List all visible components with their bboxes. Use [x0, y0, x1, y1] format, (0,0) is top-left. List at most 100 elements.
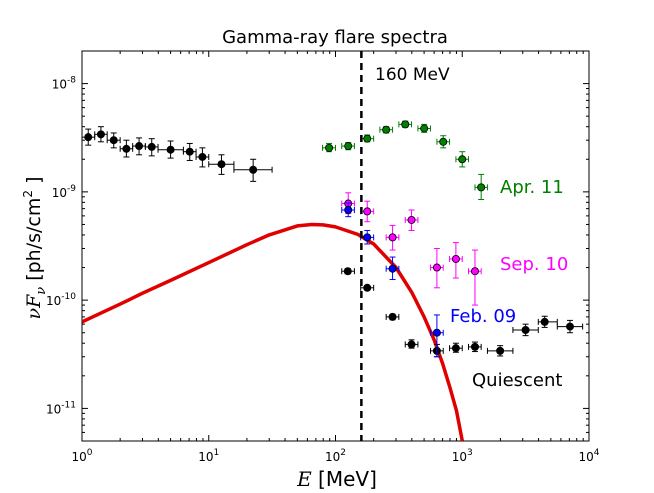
data-point: [360, 229, 375, 245]
x-tick-label: 103: [452, 448, 473, 464]
series-feb09: [341, 202, 444, 358]
data-marker: [432, 328, 441, 337]
data-point: [94, 126, 108, 143]
data-marker: [420, 124, 429, 133]
data-point: [385, 224, 400, 251]
data-point: [486, 345, 514, 357]
data-point: [512, 323, 539, 337]
data-point: [233, 158, 273, 182]
data-marker: [407, 340, 416, 349]
data-point: [417, 123, 432, 133]
data-marker: [439, 137, 448, 146]
data-marker: [185, 147, 194, 156]
data-point: [208, 154, 235, 175]
legend-quiescent: Quiescent: [472, 370, 562, 391]
data-marker: [363, 283, 372, 292]
data-point: [341, 142, 355, 151]
legend-feb09: Feb. 09: [450, 306, 516, 327]
data-marker: [147, 142, 156, 151]
axis-ticks: 100 101 102 103 104 10-8 10-9 10-10 10-11: [46, 51, 600, 464]
legend-apr11: Apr. 11: [500, 177, 564, 198]
data-point: [144, 138, 159, 157]
data-point: [81, 128, 96, 146]
y-tick-label: 10-8: [52, 76, 77, 92]
data-marker: [496, 346, 505, 355]
data-marker: [458, 155, 467, 164]
data-point: [449, 242, 463, 279]
data-marker: [96, 130, 105, 139]
data-points-layer: [81, 120, 584, 358]
data-marker: [521, 325, 530, 334]
data-point: [430, 247, 444, 289]
data-marker: [249, 165, 258, 174]
data-marker: [363, 134, 372, 143]
data-point: [360, 200, 375, 223]
model-curve: [82, 222, 465, 441]
y-axis-label: νFν [ph/s/cm2 ]: [21, 177, 49, 320]
data-marker: [217, 160, 226, 169]
data-marker: [470, 342, 479, 351]
data-point: [455, 151, 469, 168]
data-point: [157, 140, 184, 159]
data-marker: [388, 233, 397, 242]
data-point: [537, 315, 558, 328]
data-point: [385, 312, 400, 321]
data-point: [449, 342, 463, 353]
model-curve-layer: [82, 222, 465, 441]
data-marker: [325, 143, 334, 152]
x-axis-label: E [MeV]: [296, 467, 377, 491]
data-marker: [198, 152, 207, 161]
data-marker: [109, 136, 118, 145]
data-marker: [344, 205, 353, 214]
y-tick-label: 10-11: [46, 400, 76, 416]
data-point: [322, 142, 336, 153]
data-marker: [344, 142, 353, 151]
data-marker: [363, 233, 372, 242]
data-point: [436, 135, 451, 149]
data-point: [385, 256, 400, 281]
data-point: [360, 283, 375, 292]
data-marker: [432, 263, 441, 272]
data-marker: [382, 125, 391, 134]
data-point: [195, 147, 210, 168]
data-point: [467, 249, 482, 306]
data-marker: [565, 322, 574, 331]
data-marker: [166, 145, 175, 154]
data-marker: [401, 120, 410, 129]
data-point: [106, 132, 121, 149]
data-point: [467, 341, 482, 353]
data-point: [132, 137, 146, 156]
y-tick-label: 10-9: [52, 184, 77, 200]
data-marker: [451, 254, 460, 263]
data-marker: [343, 267, 352, 276]
y-tick-label: 10-10: [46, 292, 76, 308]
legend-sep10: Sep. 10: [500, 254, 568, 275]
data-point: [341, 202, 355, 218]
series-quiescent: [81, 126, 584, 358]
data-point: [474, 173, 488, 201]
data-point: [556, 319, 584, 334]
data-point: [404, 339, 419, 349]
data-marker: [388, 312, 397, 321]
data-marker: [122, 144, 131, 153]
data-marker: [388, 264, 397, 273]
data-point: [379, 125, 394, 134]
data-point: [404, 209, 419, 231]
data-marker: [540, 317, 549, 326]
x-tick-label: 101: [198, 448, 219, 464]
data-point: [182, 142, 197, 161]
x-tick-label: 102: [325, 448, 346, 464]
chart-title: Gamma-ray flare spectra: [222, 27, 448, 48]
data-point: [398, 120, 413, 129]
data-point: [341, 267, 355, 276]
series-sep10: [341, 192, 482, 306]
vline-label: 160 MeV: [375, 65, 450, 85]
data-point: [119, 139, 134, 158]
x-tick-label: 104: [578, 448, 599, 464]
data-marker: [477, 183, 486, 192]
series-apr11: [322, 120, 488, 201]
data-marker: [407, 215, 416, 224]
x-tick-label: 100: [71, 448, 92, 464]
data-marker: [135, 142, 144, 151]
